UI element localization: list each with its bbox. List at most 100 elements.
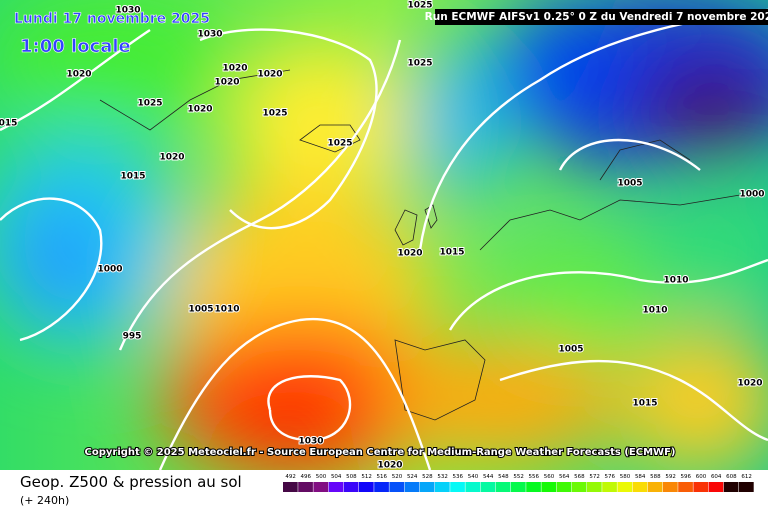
scale-swatch xyxy=(647,482,663,492)
isobar-label: 1005 xyxy=(188,305,213,315)
scale-swatch xyxy=(556,482,572,492)
scale-swatch xyxy=(511,482,526,492)
isobar-label: 1010 xyxy=(663,276,688,286)
scale-swatch xyxy=(374,482,389,492)
isobar-label: 015 xyxy=(0,119,17,129)
scale-label: 576 xyxy=(605,474,616,480)
scale-label: 536 xyxy=(453,474,464,480)
isobar-label: 1025 xyxy=(407,1,432,11)
scale-swatch xyxy=(450,482,465,492)
scale-swatch xyxy=(632,482,648,492)
isobars xyxy=(0,8,768,470)
isobar-label: 1030 xyxy=(197,30,222,40)
scale-swatch xyxy=(663,482,678,492)
scale-label: 524 xyxy=(407,474,418,480)
scale-label: 604 xyxy=(711,474,722,480)
isobar-label: 1005 xyxy=(558,345,583,355)
scale-swatch xyxy=(739,482,754,492)
forecast-date: Lundi 17 novembre 2025 xyxy=(14,11,210,27)
scale-label: 556 xyxy=(529,474,540,480)
height-field xyxy=(0,0,768,470)
isobar-labels: 1030 1030 1025 1020 1020 1020 1020 1025 1020 1025… xyxy=(0,0,766,472)
scale-label: 520 xyxy=(392,474,403,480)
scale-label: 528 xyxy=(422,474,433,480)
scale-label: 572 xyxy=(589,474,600,480)
scale-label: 508 xyxy=(346,474,357,480)
scale-swatch xyxy=(602,482,617,492)
scale-label: 568 xyxy=(574,474,585,480)
scale-label: 532 xyxy=(437,474,448,480)
scale-swatch xyxy=(678,482,693,492)
footer-subtitle: (+ 240h) xyxy=(20,494,69,507)
scale-label: 564 xyxy=(559,474,570,480)
scale-swatch xyxy=(359,482,374,492)
isobar-label: 1015 xyxy=(120,172,145,182)
scale-label: 540 xyxy=(468,474,479,480)
isobar-label: 1020 xyxy=(397,249,422,259)
scale-swatch xyxy=(708,482,724,492)
scale-swatch xyxy=(693,482,709,492)
scale-swatch xyxy=(404,482,420,492)
run-banner xyxy=(435,9,768,25)
isobar-label: 995 xyxy=(123,332,142,342)
scale-label: 512 xyxy=(361,474,372,480)
scale-label: 560 xyxy=(544,474,555,480)
scale-swatch xyxy=(495,482,511,492)
scale-swatch xyxy=(389,482,405,492)
scale-label: 500 xyxy=(316,474,327,480)
isobar-label: 1020 xyxy=(257,70,282,80)
isobar-label: 1000 xyxy=(97,265,122,275)
scale-swatch xyxy=(328,482,344,492)
scale-swatch xyxy=(435,482,450,492)
isobar-label: 1015 xyxy=(632,399,657,409)
isobar-label: 1025 xyxy=(262,109,287,119)
isobar-label: 1025 xyxy=(327,139,352,149)
scale-swatch xyxy=(617,482,633,492)
copyright: Copyright © 2025 Meteociel.fr - Source E… xyxy=(85,447,676,458)
scale-label: 552 xyxy=(513,474,524,480)
scale-label: 548 xyxy=(498,474,509,480)
scale-swatch xyxy=(526,482,541,492)
scale-label: 544 xyxy=(483,474,494,480)
scale-swatch xyxy=(465,482,481,492)
scale-swatch xyxy=(571,482,587,492)
isobar-label: 1025 xyxy=(407,59,432,69)
isobar-label: 1020 xyxy=(66,70,91,80)
footer-title: Geop. Z500 & pression au sol xyxy=(20,473,242,491)
scale-swatch xyxy=(587,482,602,492)
isobar-label: 1020 xyxy=(187,105,212,115)
isobar-label: 1010 xyxy=(214,305,239,315)
scale-label: 600 xyxy=(696,474,707,480)
scale-label: 588 xyxy=(650,474,661,480)
isobar-label: 1020 xyxy=(159,153,184,163)
forecast-time: 1:00 locale xyxy=(20,36,131,57)
scale-swatch xyxy=(541,482,557,492)
isobar-label: 1020 xyxy=(377,461,402,471)
isobar-label: 1005 xyxy=(617,179,642,189)
scale-label: 584 xyxy=(635,474,646,480)
isobar-label: 1020 xyxy=(214,78,239,88)
scale-swatch xyxy=(343,482,359,492)
scale-label: 492 xyxy=(285,474,296,480)
map-area xyxy=(0,0,768,470)
isobar-label: 1015 xyxy=(439,248,464,258)
isobar-label: 1010 xyxy=(642,306,667,316)
scale-swatch xyxy=(480,482,496,492)
scale-swatch xyxy=(298,482,313,492)
isobar-label: 1030 xyxy=(298,437,323,447)
isobar-label: 1025 xyxy=(137,99,162,109)
scale-label: 608 xyxy=(726,474,737,480)
scale-swatch xyxy=(723,482,739,492)
isobar-label: 1030 xyxy=(115,6,140,16)
scale-label: 580 xyxy=(620,474,631,480)
isobar-label: 1020 xyxy=(737,379,762,389)
scale-swatch xyxy=(313,482,329,492)
color-scale: 492 496 500 504 508 512 516 520 524 528 532 536 540 5… xyxy=(283,474,754,492)
scale-label: 516 xyxy=(377,474,388,480)
scale-label: 596 xyxy=(681,474,692,480)
scale-label: 504 xyxy=(331,474,342,480)
scale-label: 592 xyxy=(665,474,676,480)
isobar-label: 1020 xyxy=(222,64,247,74)
scale-label: 496 xyxy=(301,474,312,480)
